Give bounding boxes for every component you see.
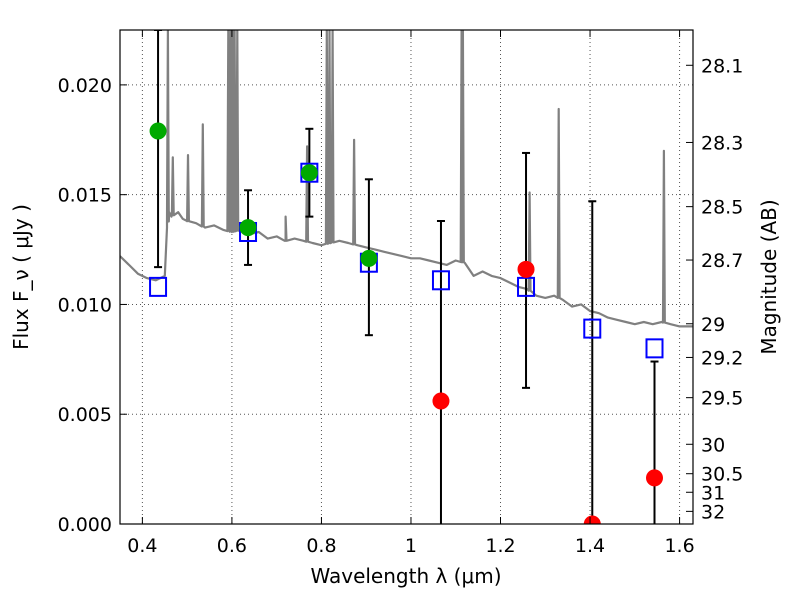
x-tick-label: 0.4 (127, 535, 157, 557)
marker-layer (149, 122, 664, 524)
y2-tick-label: 29 (701, 314, 725, 336)
nondetection-point (583, 515, 601, 524)
nondetection-point (646, 469, 664, 487)
detection-point (360, 249, 378, 267)
x-tick-label: 0.6 (217, 535, 247, 557)
x-tick-label: 1 (405, 535, 417, 557)
y2-tick-label: 28.3 (701, 132, 743, 154)
x-tick-label: 1.4 (575, 535, 605, 557)
model-photometry-square (149, 276, 168, 297)
y2-tick-label: 30.5 (701, 464, 743, 486)
y-tick-label: 0.010 (58, 294, 112, 316)
detection-point (239, 219, 257, 237)
nondetection-point (432, 392, 450, 410)
model-photometry-square (645, 338, 664, 359)
model-photometry-square (583, 318, 602, 339)
y2-tick-label: 28.5 (701, 197, 743, 219)
model-spectrum-line (120, 30, 693, 328)
y2-axis-title: Magnitude (AB) (757, 199, 781, 354)
y2-tick-label: 32 (701, 501, 725, 523)
x-tick-label: 1.2 (485, 535, 515, 557)
y2-tick-label: 29.2 (701, 347, 743, 369)
x-axis-title: Wavelength λ (μm) (310, 564, 501, 588)
y2-tick-label: 30 (701, 434, 725, 456)
y-tick-label: 0.005 (58, 404, 112, 426)
y-axis-title: Flux F_ν ( μJy ) (9, 204, 33, 350)
plot-frame (119, 29, 694, 525)
detection-point (300, 164, 318, 182)
x-tick-label: 0.8 (306, 535, 336, 557)
nondetection-point (517, 260, 535, 278)
y-tick-label: 0.020 (58, 75, 112, 97)
model-spectrum-layer (120, 30, 693, 328)
y2-tick-label: 29.5 (701, 388, 743, 410)
y2-tick-label: 28.7 (701, 250, 743, 272)
detection-point (149, 122, 167, 140)
y-tick-label: 0.015 (58, 185, 112, 207)
x-tick-label: 1.6 (664, 535, 694, 557)
plot-area (120, 30, 693, 524)
y-tick-label: 0.000 (58, 514, 112, 536)
y2-tick-label: 28.1 (701, 55, 743, 77)
model-photometry-square (517, 276, 536, 297)
ticks: 0.4 0.6 0.8 1 1.2 1.4 1.6 0.000 0.005 0.010 0.015 0… (58, 30, 743, 557)
y2-tick-label: 31 (701, 482, 725, 504)
model-photometry-square (431, 270, 450, 291)
